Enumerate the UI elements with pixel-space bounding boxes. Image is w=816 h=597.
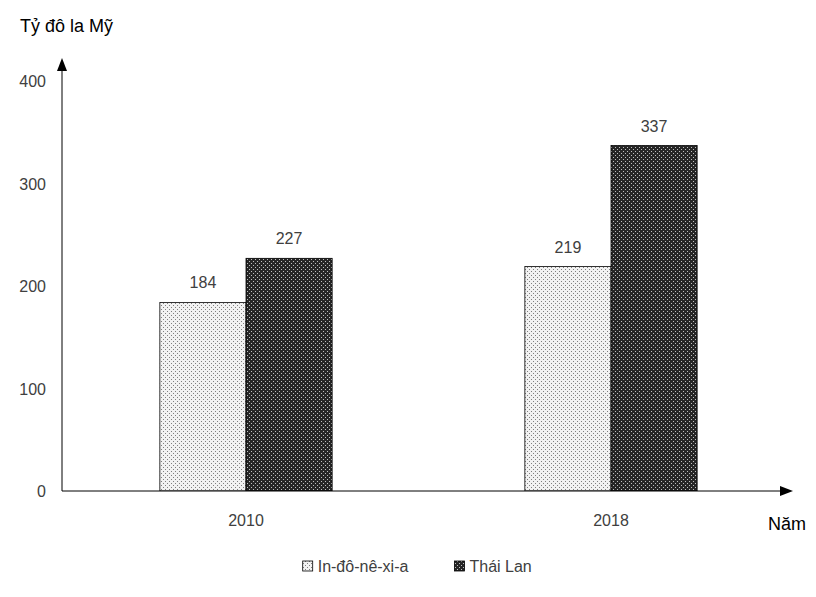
bars (160, 146, 697, 491)
legend-swatch (455, 561, 465, 571)
data-labels: 184 219 227 337 (190, 118, 668, 292)
bar (160, 302, 246, 491)
y-tick-label: 0 (37, 483, 46, 500)
x-axis-arrow (780, 486, 793, 496)
data-label: 337 (641, 118, 668, 135)
data-label: 219 (555, 239, 582, 256)
y-axis-arrow (57, 58, 67, 71)
x-axis (62, 491, 780, 492)
y-tick-label: 300 (19, 176, 46, 193)
legend-label: In-đô-nê-xi-a (318, 558, 409, 575)
x-tick-label: 2010 (228, 512, 264, 529)
x-tick-label: 2018 (593, 512, 629, 529)
y-tick-label: 100 (19, 381, 46, 398)
legend-label: Thái Lan (470, 558, 532, 575)
data-label: 184 (190, 274, 217, 291)
x-axis-title: Năm (768, 514, 806, 534)
y-tick-label: 200 (19, 278, 46, 295)
y-axis-title: Tỷ đô la Mỹ (20, 16, 113, 36)
data-label: 227 (276, 230, 303, 247)
bar (611, 146, 697, 491)
y-tick-label: 400 (19, 73, 46, 90)
chart: 184 219 227 337 0 100 200 300 400 2010 2018 Tỷ đô l… (0, 0, 816, 597)
legend: In-đô-nê-xi-a Thái Lan (303, 558, 532, 575)
bar (246, 258, 332, 491)
y-axis (62, 70, 63, 491)
bar (525, 267, 611, 491)
legend-swatch (303, 561, 313, 571)
